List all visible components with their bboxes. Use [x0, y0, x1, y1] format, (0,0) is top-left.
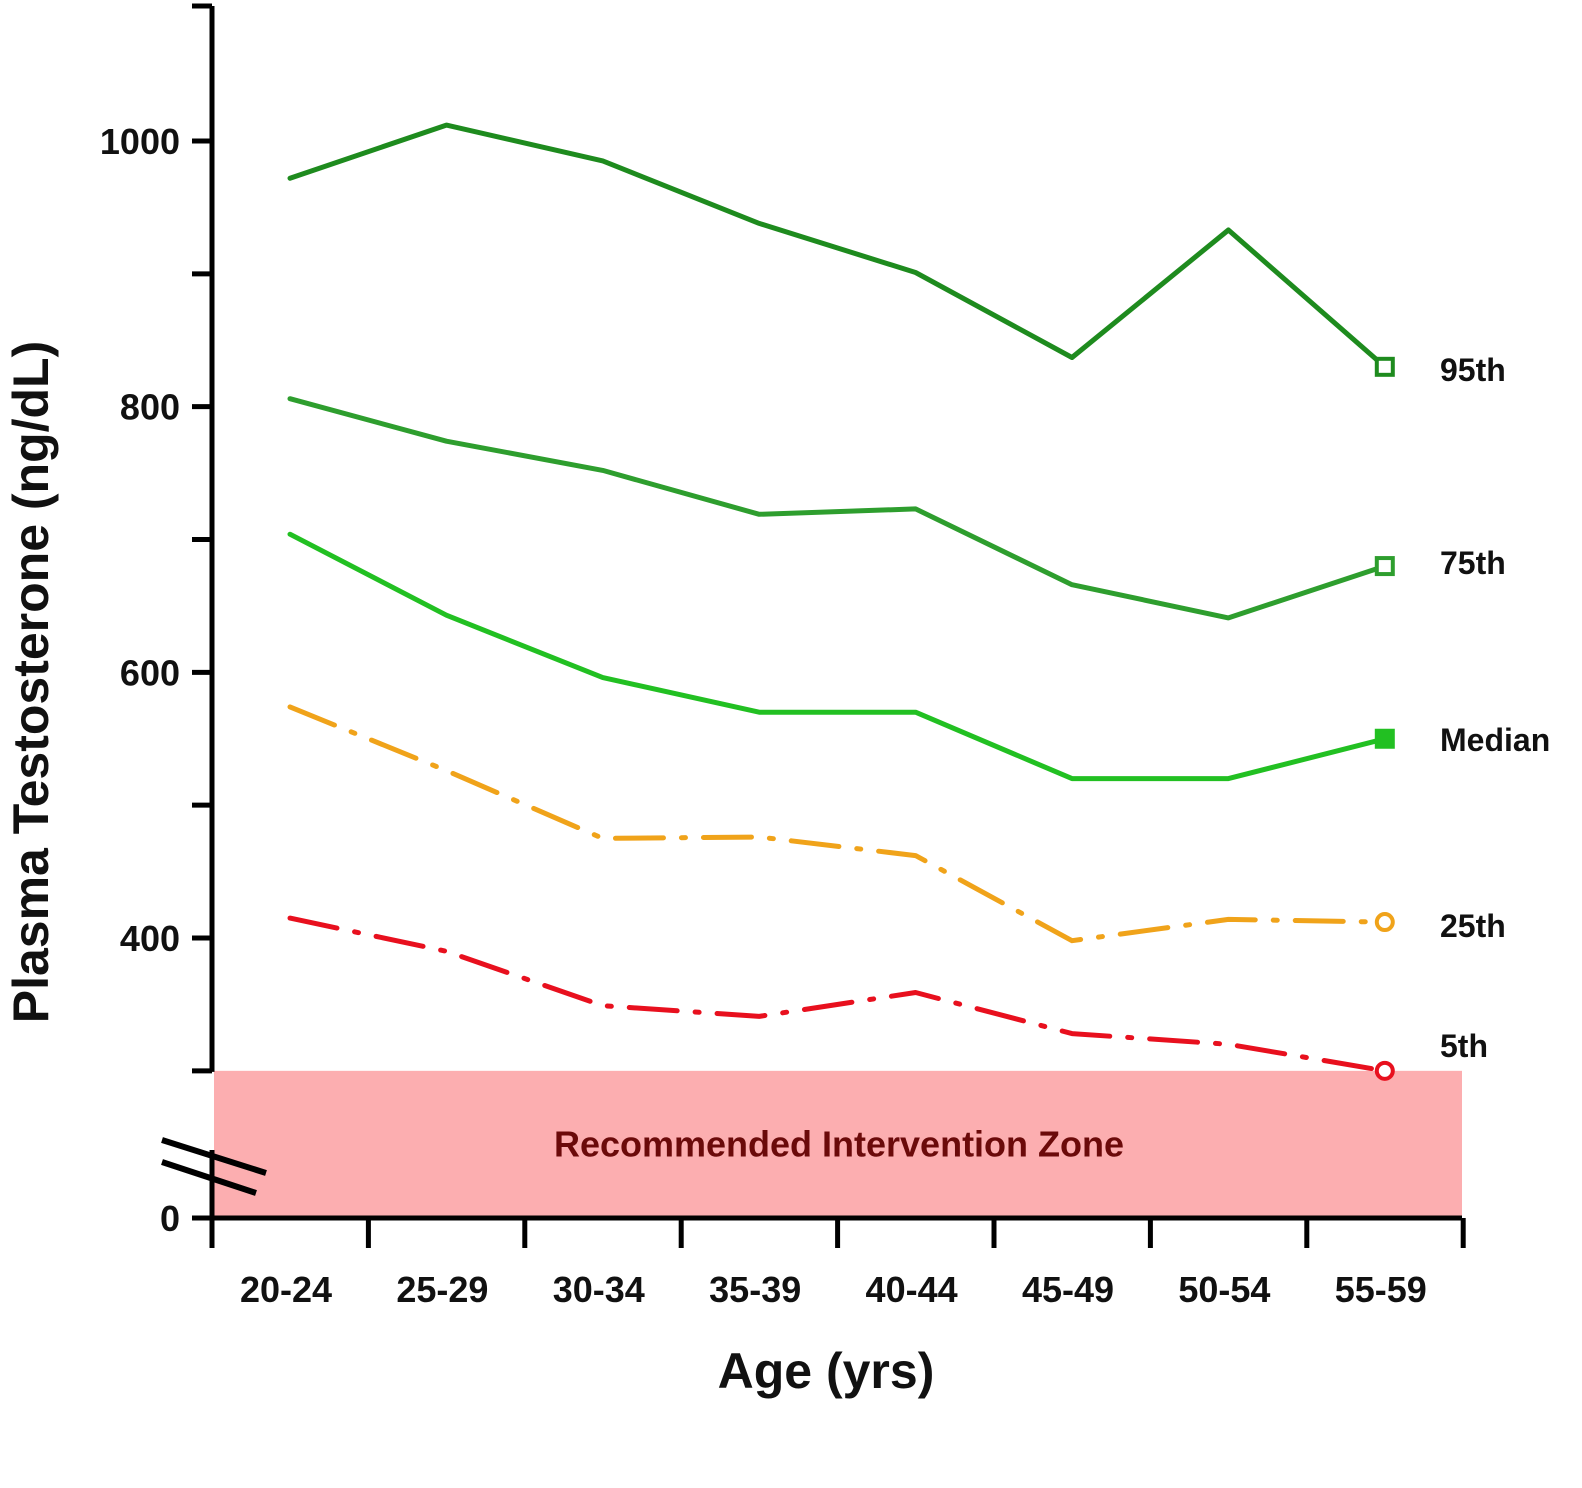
series-line-95th: [287, 122, 1388, 370]
x-tick-label-20-24: 20-24: [240, 1269, 332, 1310]
series-marker-95th: [1374, 356, 1395, 377]
x-tick-label-50-54: 50-54: [1178, 1269, 1270, 1310]
series-line-5th: [287, 915, 1388, 1074]
y-tick-label-800: 800: [120, 387, 180, 428]
y-axis-title: Plasma Testosterone (ng/dL): [3, 341, 59, 1024]
series-line-25th: [287, 704, 1388, 944]
axes-layer: 0 400 600 800 1000 20-24 25-29 30-34 35-39 40-44 4…: [100, 3, 1466, 1310]
series-marker-median: [1374, 728, 1395, 749]
series-label-median: Median: [1440, 722, 1550, 758]
y-tick-label-400: 400: [120, 918, 180, 959]
intervention-zone: [214, 1070, 1462, 1218]
y-tick-label-1000: 1000: [100, 121, 180, 162]
series-marker-75th: [1374, 556, 1395, 577]
x-tick-label-40-44: 40-44: [866, 1269, 958, 1310]
series-marker-5th: [1374, 1060, 1395, 1081]
series-line-75th: [287, 396, 1388, 621]
intervention-zone-label: Recommended Intervention Zone: [554, 1123, 1124, 1164]
series-label-25th: 25th: [1440, 908, 1506, 944]
axis-break-mark: [161, 1159, 257, 1196]
y-tick-label-0: 0: [160, 1198, 180, 1239]
x-tick-label-35-39: 35-39: [709, 1269, 801, 1310]
x-tick-label-30-34: 30-34: [553, 1269, 645, 1310]
series-label-5th: 5th: [1440, 1028, 1488, 1064]
x-tick-label-55-59: 55-59: [1335, 1269, 1427, 1310]
series-layer: [287, 122, 1395, 1081]
axis-break-mark: [161, 1137, 267, 1176]
y-tick-label-600: 600: [120, 652, 180, 693]
series-marker-25th: [1374, 912, 1395, 933]
x-axis-title: Age (yrs): [718, 1343, 935, 1399]
labels-layer: 95th 75th Median 25th 5th: [1440, 352, 1550, 1064]
x-tick-label-25-29: 25-29: [396, 1269, 488, 1310]
x-tick-label-45-49: 45-49: [1022, 1269, 1114, 1310]
series-label-95th: 95th: [1440, 352, 1506, 388]
series-line-median: [287, 531, 1388, 782]
series-label-75th: 75th: [1440, 545, 1506, 581]
